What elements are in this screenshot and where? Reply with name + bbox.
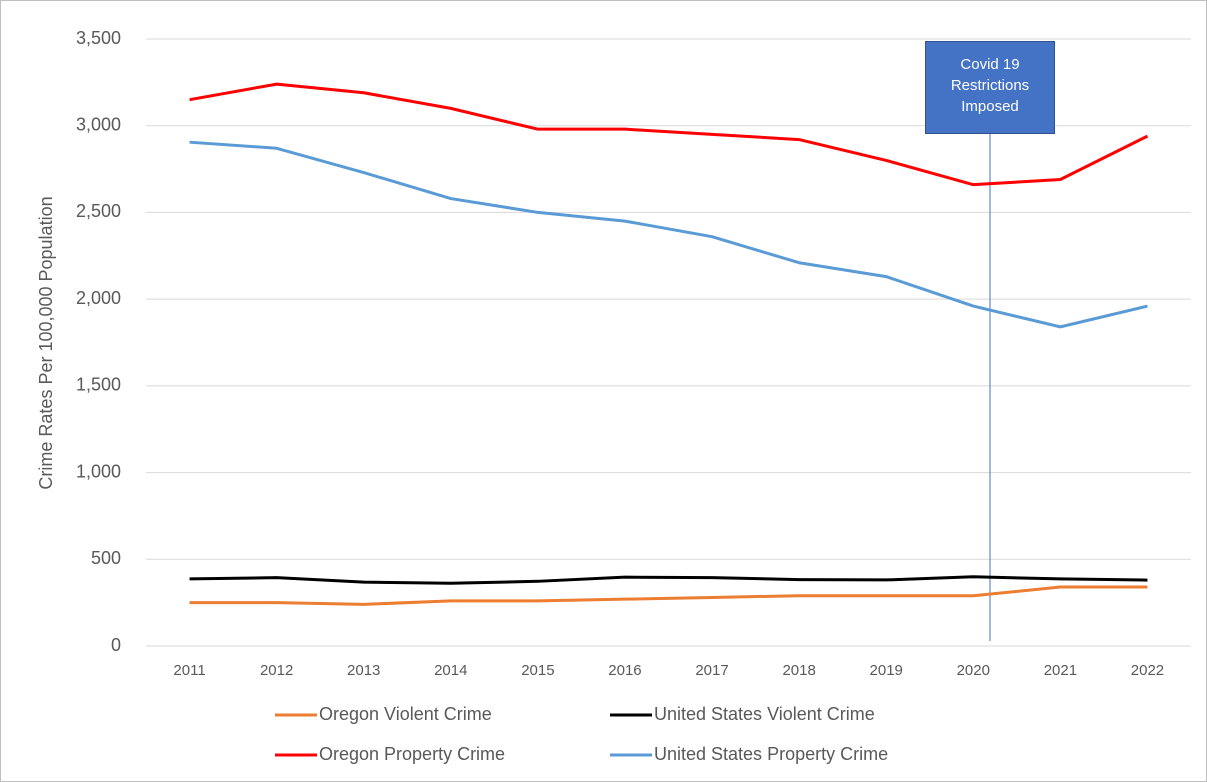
x-tick-label: 2021 [1044, 662, 1077, 679]
x-tick-label: 2011 [173, 662, 205, 679]
y-tick-label: 3,000 [76, 114, 121, 134]
y-tick-label: 1,500 [76, 375, 121, 395]
x-tick-label: 2020 [957, 662, 990, 679]
x-tick-label: 2015 [521, 662, 554, 679]
annotation: Covid 19 Restrictions Imposed [925, 41, 1055, 134]
series-line [189, 140, 1148, 329]
y-tick-label: 2,000 [76, 288, 121, 308]
x-tick-label: 2022 [1131, 662, 1164, 679]
x-tick-label: 2019 [870, 662, 903, 679]
series-line [189, 575, 1148, 585]
series-line [189, 585, 1148, 606]
legend-label: United States Violent Crime [654, 704, 875, 724]
legend-label: Oregon Property Crime [319, 744, 505, 764]
x-tick-label: 2016 [608, 662, 641, 679]
x-tick-label: 2018 [782, 662, 815, 679]
legend-label: United States Property Crime [654, 744, 888, 764]
y-tick-label: 0 [111, 635, 121, 655]
y-tick-label: 500 [91, 548, 121, 568]
y-tick-label: 1,000 [76, 461, 121, 481]
y-tick-label: 3,500 [76, 28, 121, 48]
x-tick-label: 2017 [695, 662, 728, 679]
x-tick-label: 2012 [260, 662, 293, 679]
legend-label: Oregon Violent Crime [319, 704, 492, 724]
x-tick-label: 2013 [347, 662, 380, 679]
y-axis-label: Crime Rates Per 100,000 Population [36, 196, 56, 489]
series-line [189, 82, 1149, 187]
x-tick-label: 2014 [434, 662, 467, 679]
y-tick-label: 2,500 [76, 201, 121, 221]
